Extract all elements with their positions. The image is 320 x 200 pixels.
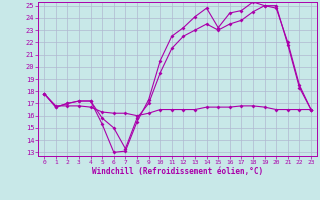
X-axis label: Windchill (Refroidissement éolien,°C): Windchill (Refroidissement éolien,°C): [92, 167, 263, 176]
